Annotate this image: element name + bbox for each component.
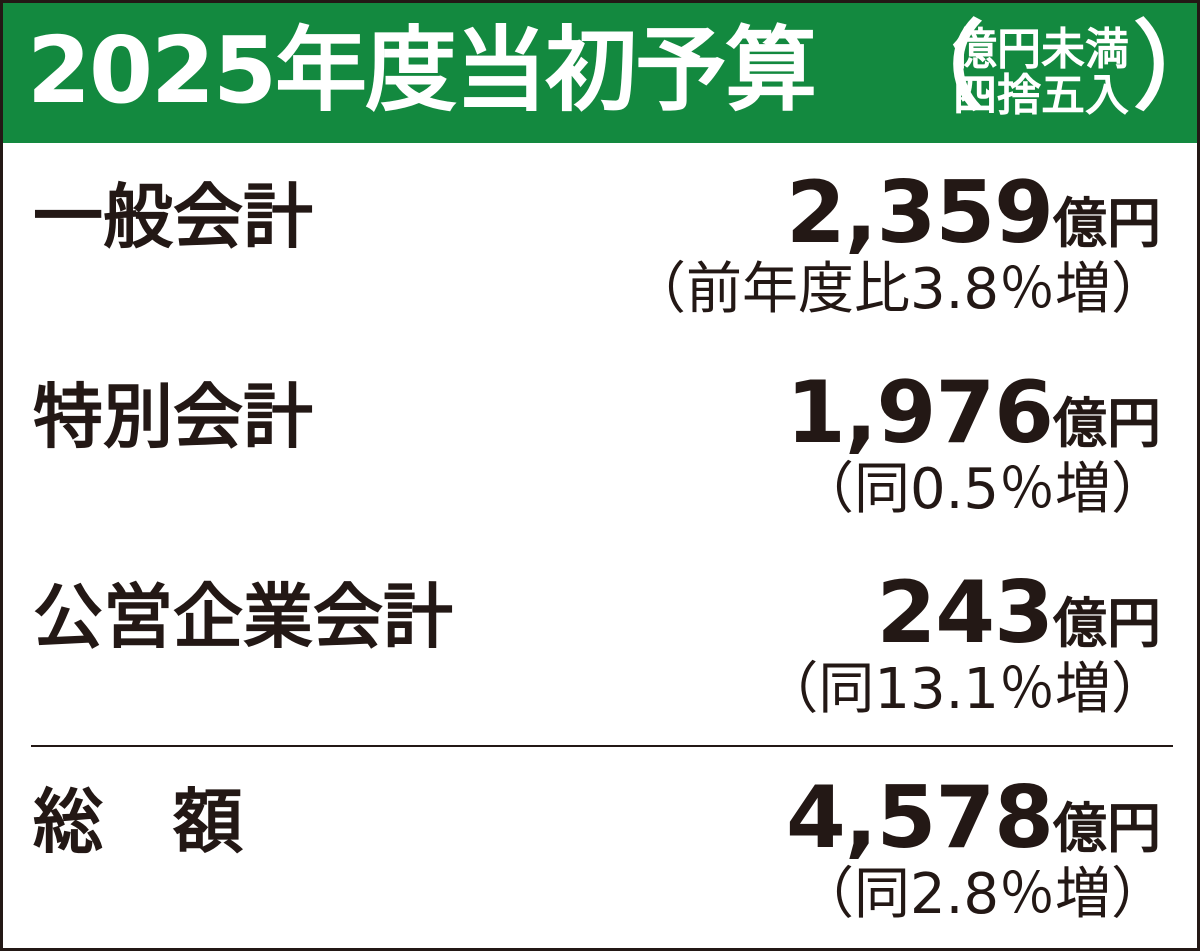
amount-unit: 億円 (1053, 192, 1161, 255)
note-line: 四捨五入 (953, 70, 1129, 121)
header: 2025年度当初予算 （ 億円未満 四捨五入 ） (3, 3, 1197, 143)
separator (31, 745, 1173, 747)
amount-unit: 億円 (1053, 797, 1161, 860)
note-close: ） (1133, 17, 1197, 117)
row-label: 一般会計 (33, 176, 313, 258)
row-label: 総 額 (33, 781, 243, 863)
row-change: （前年度比3.8％増） (629, 257, 1167, 322)
note-open: （ (888, 11, 984, 123)
row-change: （同0.5％増） (797, 457, 1167, 522)
row-amount: 1,976億円 (786, 363, 1161, 487)
note: 億円未満 四捨五入 (953, 27, 1129, 119)
row-change: （同2.8％増） (797, 862, 1167, 927)
budget-row: 一般会計 2,359億円 （前年度比3.8％増） (3, 163, 1197, 343)
amount-value: 4,578 (785, 768, 1054, 868)
row-amount: 2,359億円 (786, 163, 1161, 287)
row-label: 特別会計 (33, 376, 313, 458)
budget-row: 総 額 4,578億円 （同2.8％増） (3, 768, 1197, 948)
budget-row: 公営企業会計 243億円 （同13.1％増） (3, 563, 1197, 743)
amount-unit: 億円 (1053, 592, 1161, 655)
row-amount: 243億円 (876, 563, 1161, 687)
budget-row: 特別会計 1,976億円 （同0.5％増） (3, 363, 1197, 543)
amount-value: 1,976 (785, 363, 1054, 463)
amount-value: 2,359 (785, 163, 1054, 263)
amount-unit: 億円 (1053, 392, 1161, 455)
note-line: 億円未満 (953, 24, 1129, 75)
title: 2025年度当初予算 (27, 17, 817, 124)
amount-value: 243 (876, 563, 1054, 663)
row-label: 公営企業会計 (33, 576, 453, 658)
row-change: （同13.1％増） (762, 657, 1167, 722)
row-amount: 4,578億円 (786, 768, 1161, 892)
